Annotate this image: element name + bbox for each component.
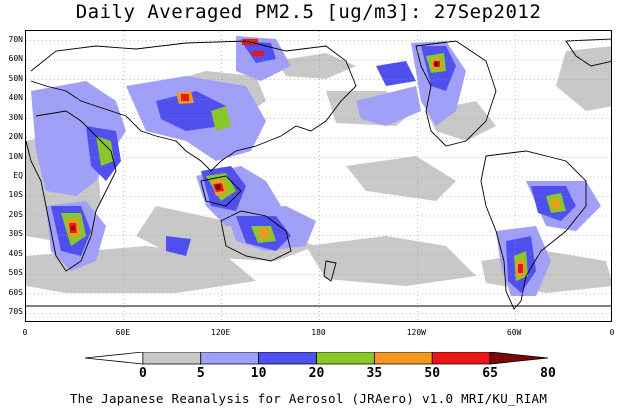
colorbar-segment [142, 352, 202, 365]
lat-tick-label: 20S [8, 209, 23, 219]
lat-tick-label: 10N [8, 151, 23, 161]
lat-tick-label: 40S [8, 248, 23, 258]
colorbar [84, 352, 549, 365]
lat-tick-label: 70N [8, 34, 23, 44]
lon-tick-label: 120W [406, 328, 426, 337]
colorbar-segment [373, 352, 433, 365]
lon-tick-label: 60W [506, 328, 522, 337]
colorbar-tick-label: 10 [250, 366, 267, 381]
colorbar-tick-label: 35 [366, 366, 383, 381]
lat-tick-label: 30S [8, 229, 23, 239]
colorbar-tick-label: 50 [424, 366, 441, 381]
colorbar-segment [200, 352, 260, 365]
colorbar-segment [431, 352, 491, 365]
lat-tick-label: 10S [8, 190, 23, 200]
colorbar-segment [489, 352, 549, 365]
graticule-lines [26, 31, 611, 321]
lat-tick-label: 20N [8, 132, 23, 142]
lat-tick-label: 60S [8, 287, 23, 297]
colorbar-segment [316, 352, 375, 365]
lat-tick-label: 40N [8, 93, 23, 103]
lon-tick-label: 120E [211, 328, 231, 337]
lon-tick-label: 0 [22, 328, 28, 337]
lat-tick-label: 50S [8, 268, 23, 278]
pm25-map [25, 30, 612, 322]
lon-tick-label: 180 [311, 328, 326, 337]
coastlines [26, 38, 611, 310]
pm25-over-80-field [71, 61, 439, 230]
lat-tick-label: 50N [8, 73, 23, 83]
lon-tick-label: 60E [115, 328, 131, 337]
map-title: Daily Averaged PM2.5 [ug/m3]: 27Sep2012 [75, 1, 542, 23]
lat-tick-label: 30N [8, 112, 23, 122]
footer-credit: The Japanese Reanalysis for Aerosol (JRA… [69, 391, 548, 406]
colorbar-segment [258, 352, 317, 365]
lat-tick-label: 60N [8, 54, 23, 64]
lat-tick-label: 70S [8, 307, 23, 317]
colorbar-tick-label: 20 [308, 366, 325, 381]
colorbar-segment [84, 352, 144, 365]
colorbar-tick-label: 5 [196, 366, 205, 381]
colorbar-tick-label: 80 [540, 366, 556, 381]
lon-tick-label: 0 [609, 328, 615, 337]
colorbar-tick-label: 0 [138, 366, 147, 381]
colorbar-tick-label: 65 [482, 366, 498, 381]
lat-tick-label: EQ [13, 171, 23, 180]
